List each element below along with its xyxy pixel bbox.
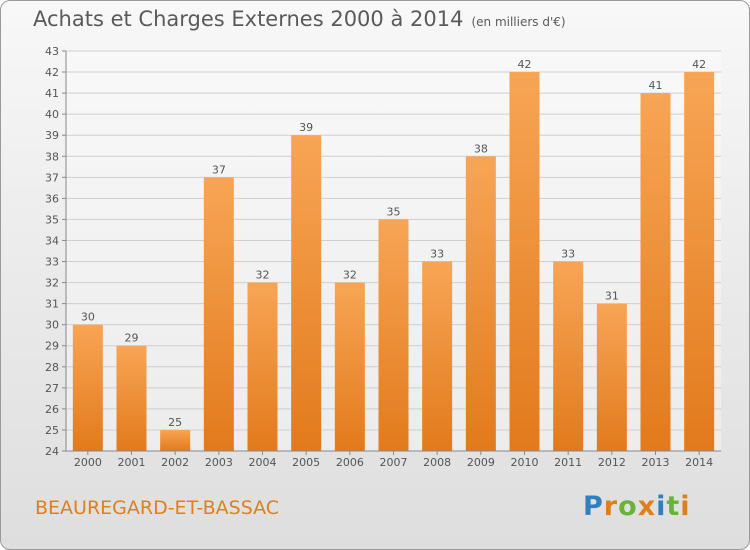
x-tick-label: 2004 xyxy=(249,456,277,469)
bar-2003 xyxy=(203,177,234,451)
y-tick-label: 41 xyxy=(45,87,59,100)
x-tick-label: 2000 xyxy=(74,456,102,469)
bar-2005 xyxy=(291,135,322,452)
bar-value-label: 37 xyxy=(212,163,226,176)
bar-value-label: 33 xyxy=(561,248,575,261)
y-tick-label: 37 xyxy=(45,171,59,184)
bar-2000 xyxy=(72,324,103,451)
x-tick-label: 2012 xyxy=(598,456,626,469)
y-tick-label: 24 xyxy=(45,445,59,458)
x-tick-label: 2007 xyxy=(380,456,408,469)
y-tick-label: 39 xyxy=(45,129,59,142)
bar-2007 xyxy=(378,219,409,451)
bar-2002 xyxy=(160,429,191,451)
y-tick-label: 38 xyxy=(45,150,59,163)
bar-value-label: 32 xyxy=(343,269,357,282)
y-tick-label: 42 xyxy=(45,66,59,79)
x-tick-label: 2011 xyxy=(554,456,582,469)
bar-2008 xyxy=(422,261,453,451)
bar-value-label: 38 xyxy=(474,142,488,155)
y-tick-label: 29 xyxy=(45,340,59,353)
x-tick-label: 2006 xyxy=(336,456,364,469)
bar-2014 xyxy=(684,72,715,451)
chart-unit: (en milliers d'€) xyxy=(471,15,566,29)
bar-2013 xyxy=(640,93,671,452)
bar-value-label: 29 xyxy=(125,332,139,345)
bar-value-label: 41 xyxy=(649,79,663,92)
bar-value-label: 31 xyxy=(605,290,619,303)
x-tick-label: 2010 xyxy=(511,456,539,469)
bar-2009 xyxy=(465,156,496,451)
bar-2010 xyxy=(509,72,540,451)
proxiti-logo[interactable]: Proxiti xyxy=(583,491,691,522)
bar-2004 xyxy=(247,282,278,451)
bar-2006 xyxy=(334,282,365,451)
bar-value-label: 25 xyxy=(168,416,182,429)
x-tick-label: 2003 xyxy=(205,456,233,469)
y-tick-label: 35 xyxy=(45,213,59,226)
bar-value-label: 42 xyxy=(692,58,706,71)
x-tick-label: 2013 xyxy=(642,456,670,469)
y-tick-label: 32 xyxy=(45,277,59,290)
x-tick-label: 2014 xyxy=(685,456,713,469)
y-tick-label: 30 xyxy=(45,319,59,332)
bar-2011 xyxy=(553,261,584,451)
bar-value-label: 39 xyxy=(299,121,313,134)
chart-title-text: Achats et Charges Externes 2000 à 2014 xyxy=(33,7,464,31)
bar-2001 xyxy=(116,345,147,451)
chart-title: Achats et Charges Externes 2000 à 2014 (e… xyxy=(33,7,566,31)
bar-value-label: 30 xyxy=(81,311,95,324)
y-tick-label: 33 xyxy=(45,256,59,269)
bar-value-label: 42 xyxy=(518,58,532,71)
bars: 30 29 25 37 32 39 32 35 33 38 42 33 31 41 42 xyxy=(72,58,715,452)
y-tick-label: 36 xyxy=(45,192,59,205)
x-tick-label: 2008 xyxy=(423,456,451,469)
x-tick-label: 2002 xyxy=(161,456,189,469)
y-tick-label: 27 xyxy=(45,382,59,395)
bar-2012 xyxy=(596,303,627,451)
bar-value-label: 32 xyxy=(256,269,270,282)
bar-value-label: 35 xyxy=(387,205,401,218)
y-tick-label: 28 xyxy=(45,361,59,374)
y-tick-label: 34 xyxy=(45,234,59,247)
x-tick-label: 2001 xyxy=(118,456,146,469)
y-tick-label: 40 xyxy=(45,108,59,121)
y-tick-label: 26 xyxy=(45,403,59,416)
bar-value-label: 33 xyxy=(430,248,444,261)
y-tick-label: 25 xyxy=(45,424,59,437)
y-tick-label: 31 xyxy=(45,298,59,311)
axes: 24 25 26 27 28 29 30 31 32 33 34 35 36 37 38 39 40 41 42 43… xyxy=(45,45,721,469)
commune-name: BEAUREGARD-ET-BASSAC xyxy=(35,497,280,519)
x-tick-label: 2005 xyxy=(292,456,320,469)
x-tick-label: 2009 xyxy=(467,456,495,469)
y-tick-label: 43 xyxy=(45,45,59,58)
